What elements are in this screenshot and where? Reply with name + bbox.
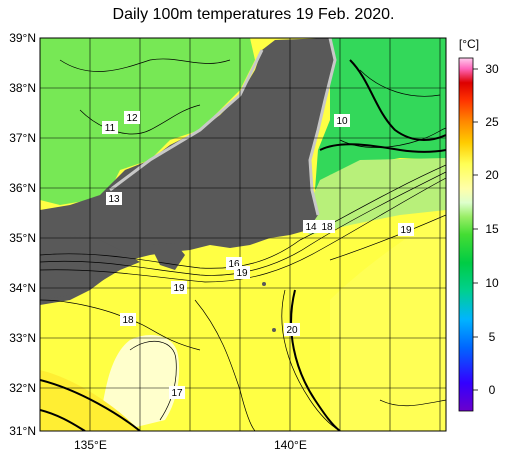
contour-label: 14 xyxy=(305,222,317,233)
lat-label: 32°N xyxy=(9,381,36,395)
contour-label: 10 xyxy=(336,116,348,127)
contour-label: 11 xyxy=(105,123,116,134)
lon-label: 135°E xyxy=(74,438,107,452)
lat-label: 31°N xyxy=(9,424,36,438)
lat-label: 34°N xyxy=(9,281,36,295)
colorbar-tick-label: 25 xyxy=(485,115,499,129)
lat-label: 37°N xyxy=(9,131,36,145)
colorbar-tick-label: 10 xyxy=(485,276,499,290)
contour-label: 20 xyxy=(286,325,298,336)
contour-label: 17 xyxy=(171,388,183,399)
island-marker xyxy=(262,282,266,286)
lat-label: 36°N xyxy=(9,181,36,195)
sea-of-japan-water xyxy=(40,38,255,205)
contour-label: 12 xyxy=(126,113,138,124)
lat-label: 35°N xyxy=(9,231,36,245)
warm-pool-region xyxy=(100,335,180,431)
kii-peninsula xyxy=(150,243,185,270)
coastline xyxy=(109,49,264,192)
front-transition-water xyxy=(300,158,446,235)
lat-label: 33°N xyxy=(9,331,36,345)
colorbar-tick-label: 5 xyxy=(488,330,496,344)
colorbar-tick-label: 20 xyxy=(485,168,499,182)
colorbar-tick-label: 0 xyxy=(488,383,496,397)
contour-label: 18 xyxy=(122,315,134,326)
colorbar-tick-label: 15 xyxy=(485,222,499,236)
contour-label: 18 xyxy=(321,222,333,233)
contour-label: 19 xyxy=(173,283,185,294)
island-marker xyxy=(272,328,276,332)
colorbar xyxy=(458,57,474,412)
contour-label: 16 xyxy=(228,259,240,270)
contour-label: 19 xyxy=(236,268,248,279)
southeast-water xyxy=(330,210,446,431)
coastline xyxy=(308,38,337,216)
colorbar-unit: [°C] xyxy=(458,37,480,51)
map-title: Daily 100m temperatures 19 Feb. 2020. xyxy=(112,6,395,23)
colorbar-tick-label: 30 xyxy=(485,62,499,76)
map-frame xyxy=(39,37,447,432)
contour-label: 13 xyxy=(108,194,120,205)
lon-label: 140°E xyxy=(274,438,307,452)
lat-label: 38°N xyxy=(9,81,36,95)
contour-label: 19 xyxy=(400,225,412,236)
lat-label: 39°N xyxy=(9,31,36,45)
